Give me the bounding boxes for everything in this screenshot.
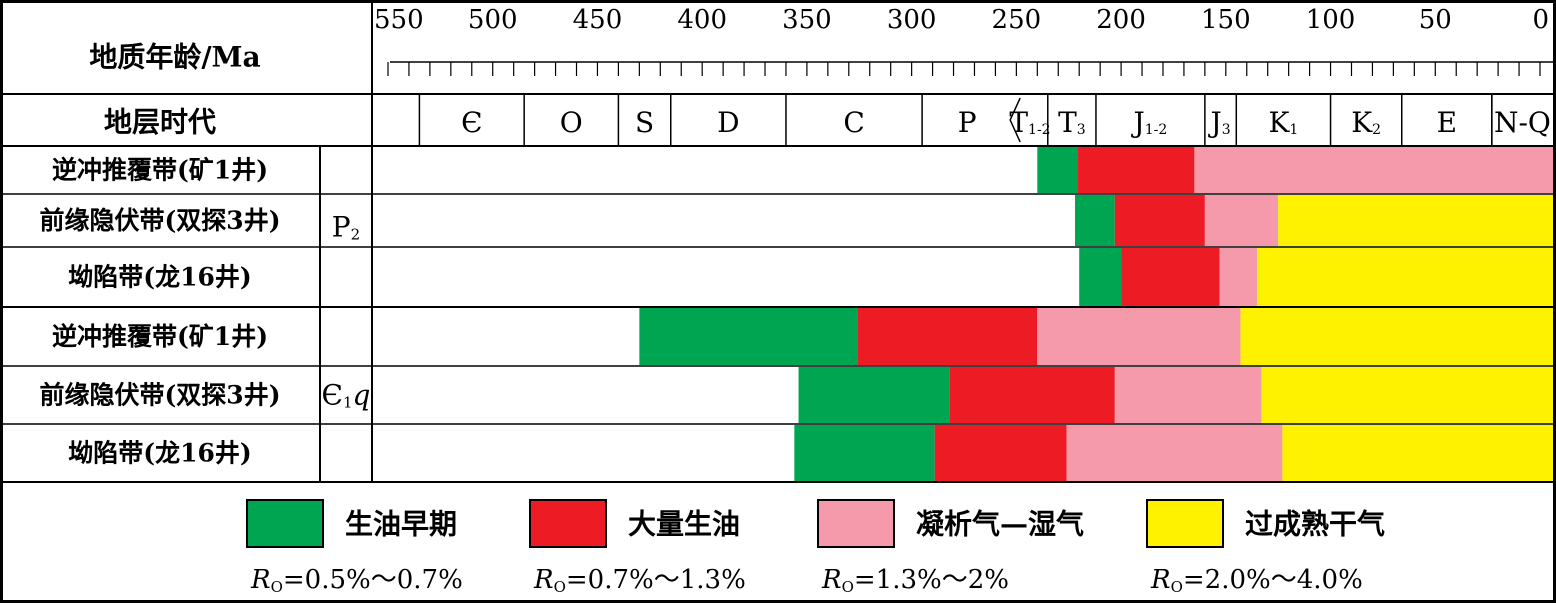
bar-segment <box>1219 248 1258 306</box>
period-label: K1 <box>1268 106 1298 139</box>
period-label: T1-2 <box>1009 106 1050 139</box>
bar-segment <box>1114 367 1262 423</box>
age-tick-label: 350 <box>782 5 832 35</box>
legend-label: 大量生油 <box>628 508 740 541</box>
period-label: E <box>1437 106 1457 139</box>
row-label: 前缘隐伏带(双探3井) <box>39 206 280 235</box>
period-label: O <box>560 106 583 139</box>
legend-swatch <box>529 499 607 548</box>
period-label: K2 <box>1351 106 1381 139</box>
period-label: P <box>958 106 977 139</box>
age-tick-label: 50 <box>1419 5 1452 35</box>
age-tick-label: 300 <box>887 5 937 35</box>
legend-ro-range: RO=2.0%～4.0% <box>1150 565 1363 596</box>
age-tick-label: 150 <box>1201 5 1251 35</box>
age-tick-label: 550 <box>374 5 424 35</box>
bar-segment <box>1257 248 1553 306</box>
row-label: 前缘隐伏带(双探3井) <box>39 381 280 410</box>
period-label: Є <box>461 106 482 139</box>
bar-segment <box>857 308 1038 365</box>
bar-segment <box>1066 425 1283 481</box>
bar-segment <box>1261 367 1553 423</box>
age-tick-label: 500 <box>468 5 518 35</box>
period-label: C <box>843 106 864 139</box>
age-tick-label: 450 <box>573 5 623 35</box>
age-tick-label: 100 <box>1306 5 1356 35</box>
bar-segment <box>1037 308 1241 365</box>
legend-ro-range: RO=0.7%～1.3% <box>533 565 746 596</box>
legend-ro-range: RO=0.5%～0.7% <box>250 565 463 596</box>
period-label: T3 <box>1058 106 1086 139</box>
row-label: 逆冲推覆带(矿1井) <box>52 156 268 185</box>
legend-label: 凝析气—湿气 <box>916 508 1084 541</box>
bar-segment <box>1037 147 1078 193</box>
bar-segment <box>794 425 935 481</box>
legend-swatch <box>246 499 324 548</box>
period-boundary <box>1009 97 1021 143</box>
period-label: N-Q <box>1494 106 1551 139</box>
row-label: 坳陷带(龙16井) <box>68 439 251 468</box>
age-tick-label: 250 <box>992 5 1042 35</box>
row-label: 坳陷带(龙16井) <box>68 263 251 292</box>
group-label: Є1q <box>322 378 371 412</box>
bar-segment <box>1204 195 1279 246</box>
bar-segment <box>1114 195 1205 246</box>
bar-segment <box>1079 248 1122 306</box>
legend-label: 生油早期 <box>345 508 457 541</box>
bar-segment <box>949 367 1115 423</box>
legend-ro-range: RO=1.3%～2% <box>821 565 1009 596</box>
period-label: J3 <box>1208 106 1231 139</box>
period-label: D <box>717 106 739 139</box>
age-header-label: 地质年龄/Ma <box>89 41 260 74</box>
period-label: J1-2 <box>1131 106 1168 139</box>
bar-segment <box>639 308 858 365</box>
age-tick-label: 0 <box>1532 5 1549 35</box>
age-tick-label: 200 <box>1096 5 1146 35</box>
bar-segment <box>1121 248 1220 306</box>
legend-swatch <box>1146 499 1224 548</box>
bar-segment <box>798 367 950 423</box>
bar-segment <box>1240 308 1553 365</box>
legend-swatch <box>817 499 895 548</box>
period-label: S <box>635 106 654 139</box>
bar-segment <box>1077 147 1195 193</box>
bar-segment <box>934 425 1067 481</box>
legend-label: 过成熟干气 <box>1245 508 1385 541</box>
age-tick-label: 400 <box>677 5 727 35</box>
bar-segment <box>1194 147 1553 193</box>
group-label: P2 <box>332 210 360 244</box>
strata-header-label: 地层时代 <box>104 106 216 139</box>
bar-segment <box>1075 195 1115 246</box>
bar-segment <box>1282 425 1553 481</box>
row-label: 逆冲推覆带(矿1井) <box>52 322 268 351</box>
bar-segment <box>1278 195 1553 246</box>
